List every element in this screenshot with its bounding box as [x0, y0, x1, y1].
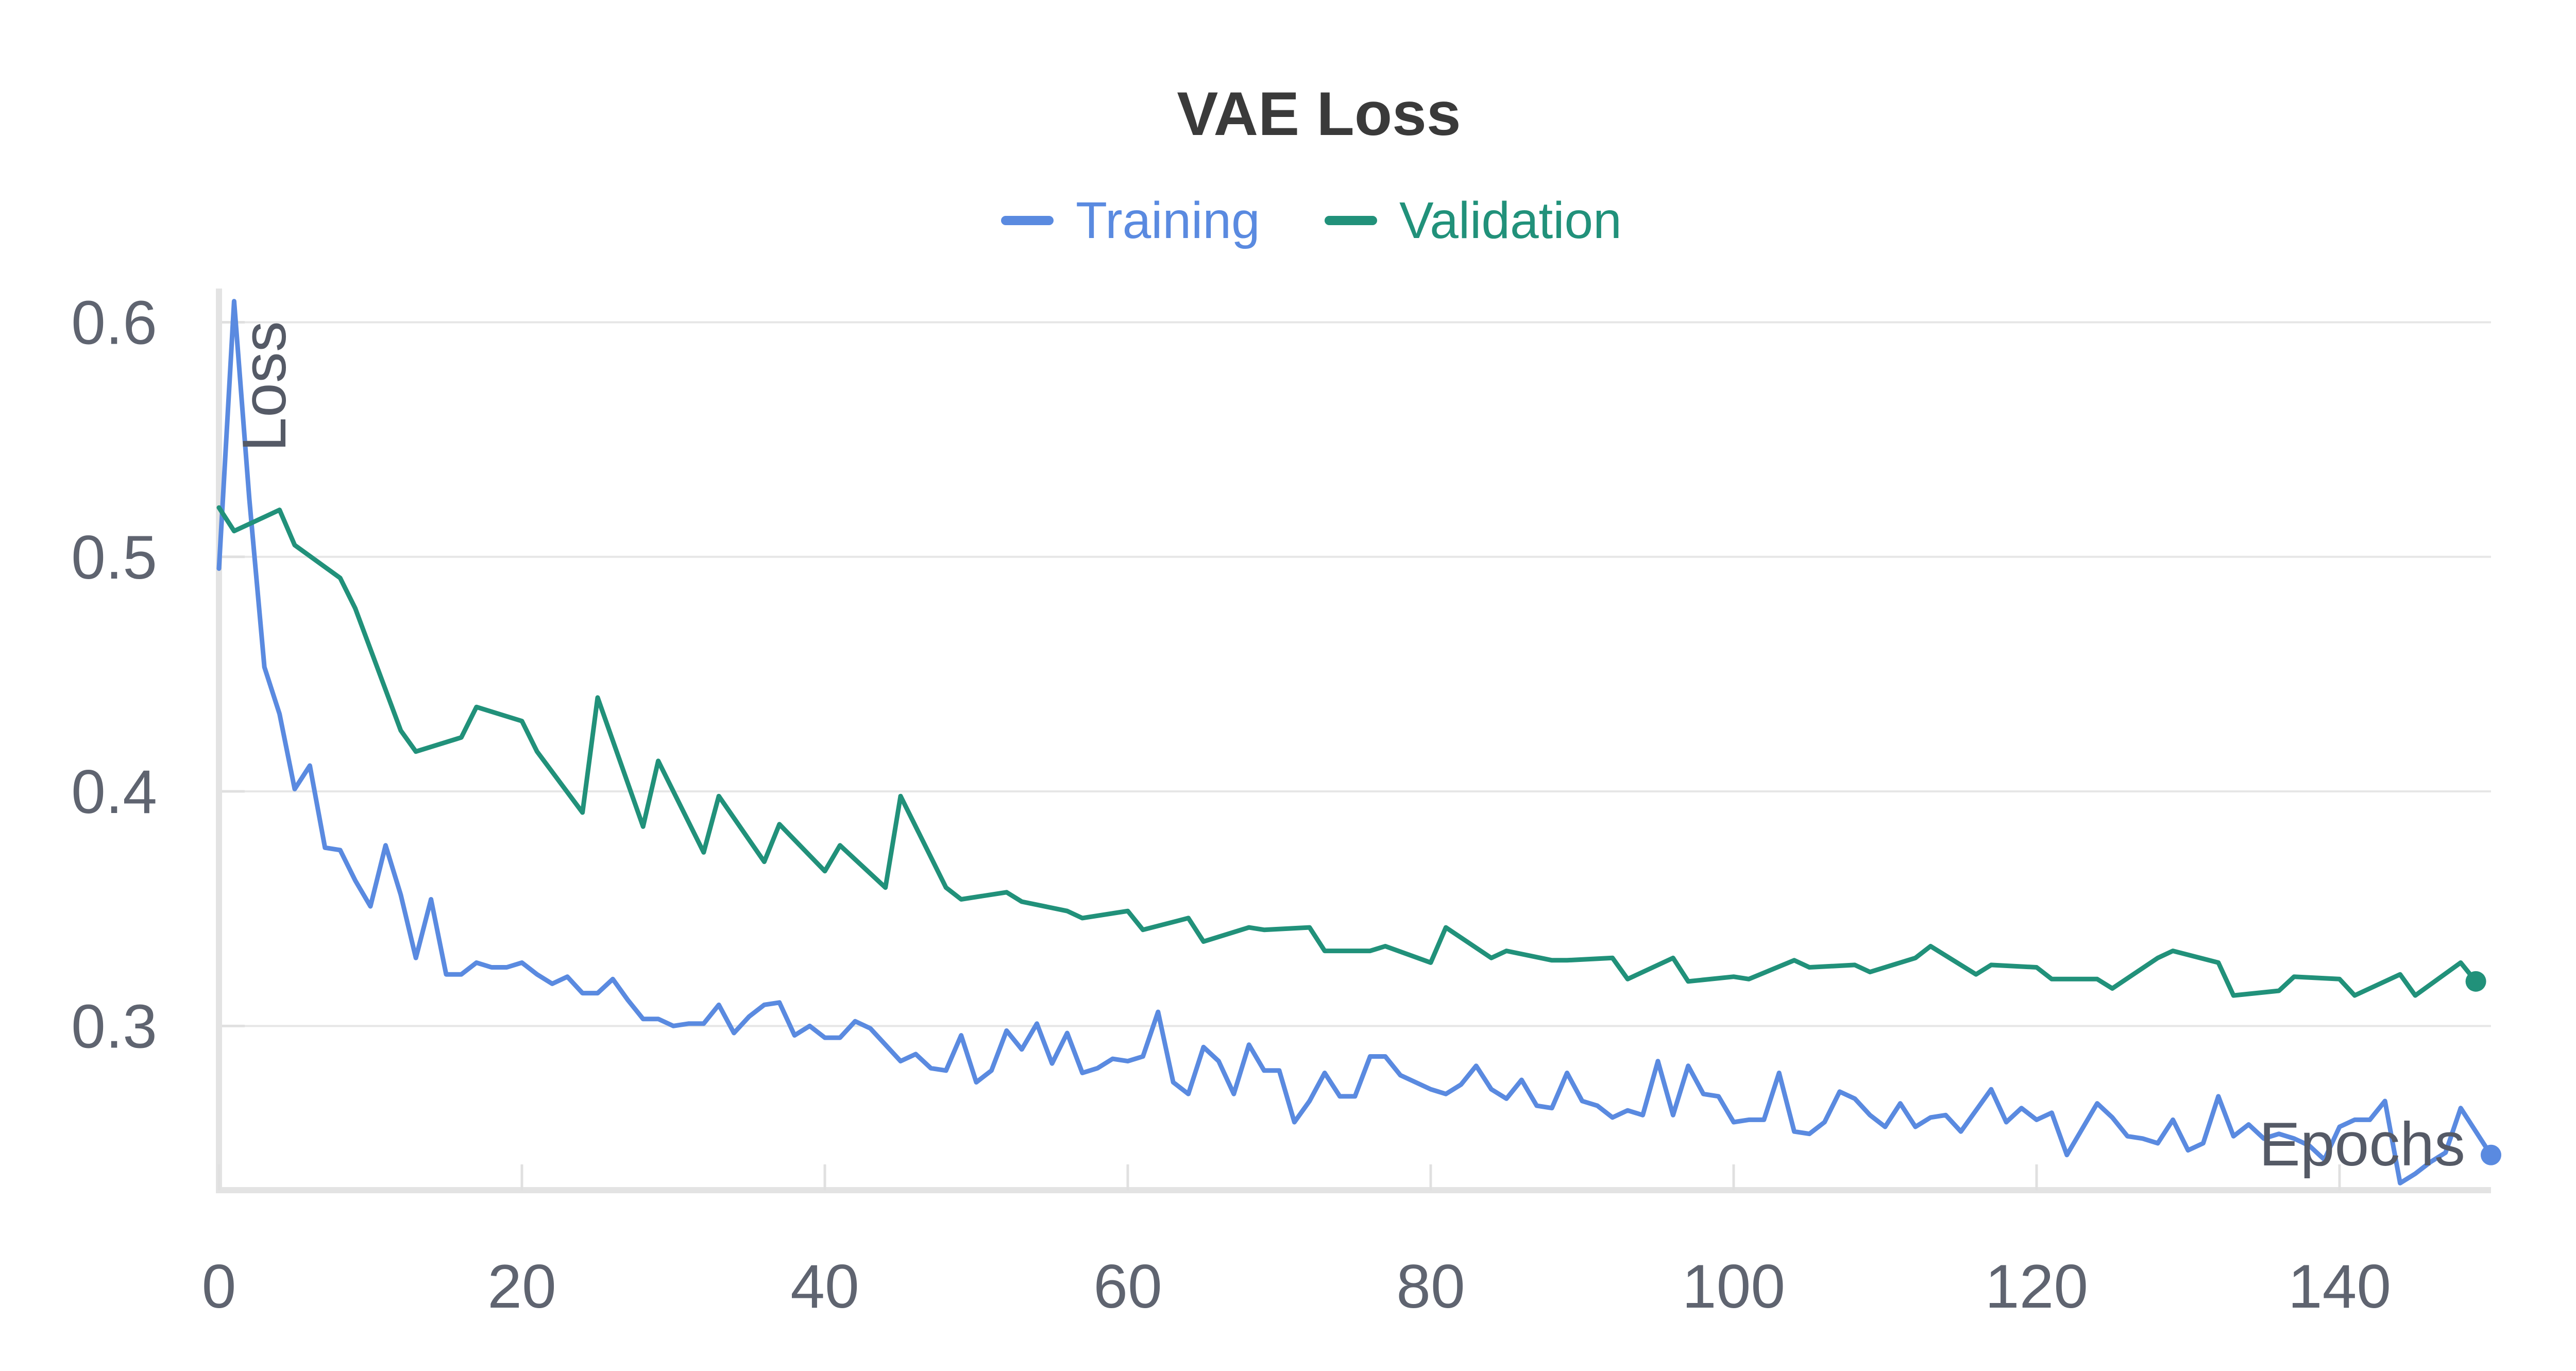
x-axis-label: Epochs	[2259, 1110, 2465, 1179]
legend-item-training[interactable]: Training	[1001, 192, 1260, 249]
y-tick-label: 0.6	[71, 289, 157, 358]
labels: 0.3 0.4 0.5 0.6 0 20 40 60 80 100 120 140	[71, 289, 2391, 1321]
x-tick-label: 0	[202, 1252, 236, 1321]
x-tick-label: 40	[790, 1252, 859, 1321]
y-tick-label: 0.5	[71, 523, 157, 592]
legend: Training Validation	[1001, 192, 1622, 249]
chart-title: VAE Loss	[1177, 79, 1461, 148]
x-tick-label: 140	[2288, 1252, 2391, 1321]
series-lines	[216, 299, 2501, 1186]
axes	[216, 289, 2491, 1193]
series-end-point-training[interactable]	[2481, 1144, 2501, 1165]
x-tick-label: 100	[1682, 1252, 1785, 1321]
y-axis-label: Loss	[230, 321, 299, 451]
legend-label-validation: Validation	[1399, 192, 1622, 249]
series-end-point-validation[interactable]	[2465, 971, 2486, 992]
x-tick-label: 80	[1396, 1252, 1465, 1321]
x-tick-label: 20	[487, 1252, 556, 1321]
legend-item-validation[interactable]: Validation	[1325, 192, 1622, 249]
series-line-training[interactable]	[216, 299, 2494, 1186]
y-tick-label: 0.3	[71, 992, 157, 1061]
grid-lines	[219, 321, 2491, 1027]
x-tick-label: 60	[1093, 1252, 1162, 1321]
x-tick-label: 120	[1985, 1252, 2088, 1321]
legend-label-training: Training	[1076, 192, 1260, 249]
series-line-validation[interactable]	[216, 505, 2479, 998]
y-tick-label: 0.4	[71, 757, 157, 826]
